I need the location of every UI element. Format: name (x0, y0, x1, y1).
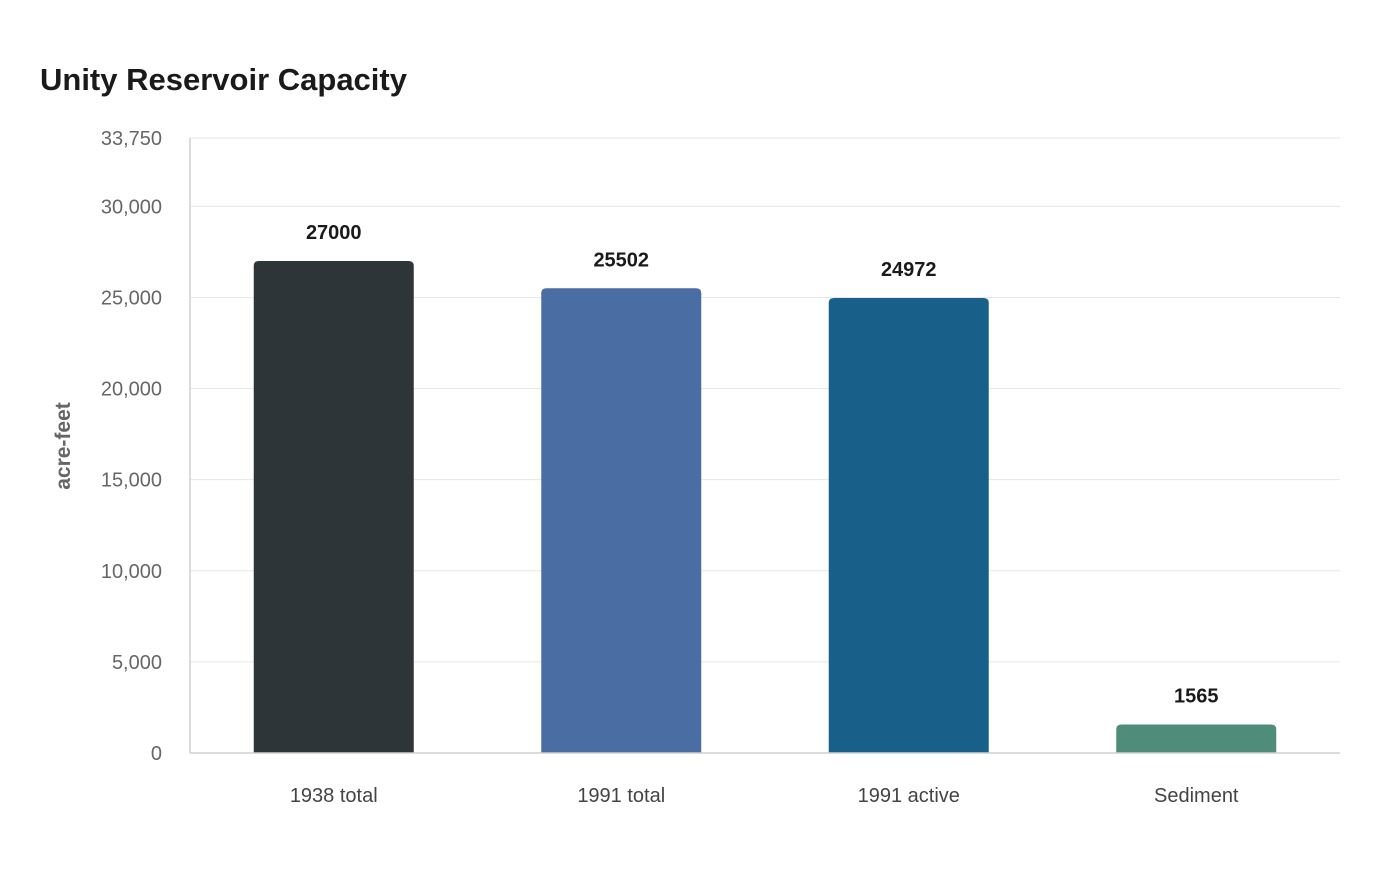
y-tick-label: 10,000 (101, 561, 162, 583)
chart-title: Unity Reservoir Capacity (40, 62, 407, 97)
y-tick-label: 20,000 (101, 379, 162, 401)
y-tick-label: 15,000 (101, 470, 162, 492)
x-category-label: 1991 active (858, 785, 960, 807)
bar-value-labels: 27000 25502 24972 1565 (306, 222, 1219, 707)
y-tick-label: 0 (151, 743, 162, 765)
x-category-label: 1991 total (577, 785, 665, 807)
y-axis-label: acre-feet (52, 402, 75, 490)
y-axis-ticks: 0 5,000 10,000 15,000 20,000 25,000 30,000 33,7… (101, 128, 162, 765)
bar (1116, 724, 1277, 753)
y-tick-label: 25,000 (101, 287, 162, 309)
bar (828, 297, 989, 753)
x-axis-categories: 1938 total 1991 total 1991 active Sediment (290, 785, 1239, 807)
bar-value-label: 1565 (1174, 685, 1219, 707)
bars (253, 261, 1277, 753)
x-category-label: Sediment (1154, 785, 1239, 807)
y-tick-label: 5,000 (112, 652, 162, 674)
bar-value-label: 25502 (593, 249, 649, 271)
y-tick-label: 33,750 (101, 128, 162, 150)
x-category-label: 1938 total (290, 785, 378, 807)
y-tick-label: 30,000 (101, 196, 162, 218)
bar (253, 261, 414, 753)
bar-value-label: 27000 (306, 222, 362, 244)
bar (541, 288, 702, 753)
bar-value-label: 24972 (881, 259, 937, 281)
